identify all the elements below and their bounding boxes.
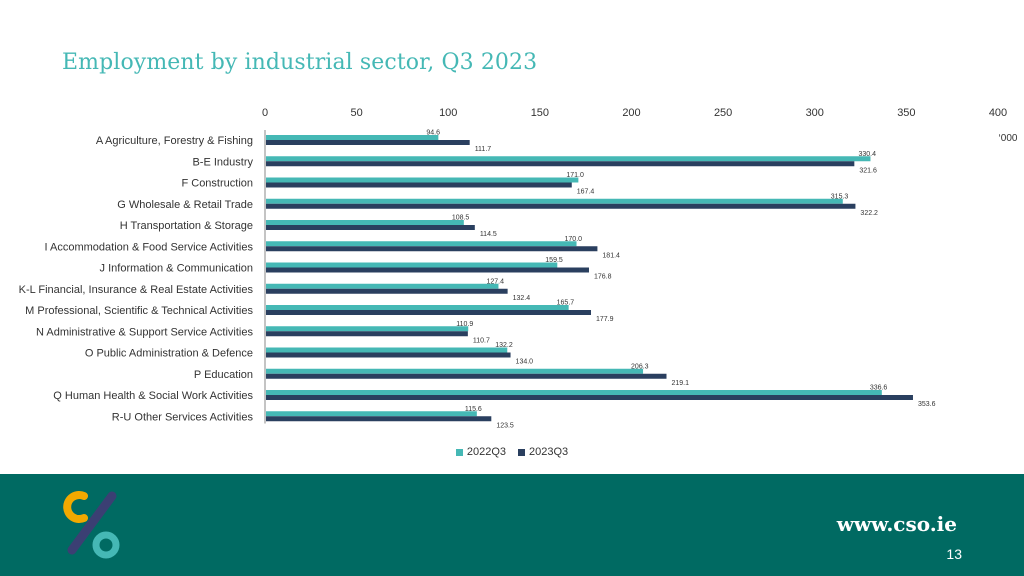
category-label: F Construction — [181, 178, 253, 190]
bar-2022q3 — [266, 347, 508, 353]
data-label: 114.5 — [480, 231, 497, 238]
bar-2023q3 — [266, 331, 468, 337]
bar-2022q3 — [266, 156, 871, 162]
category-label: M Professional, Scientific & Technical A… — [25, 305, 253, 317]
data-label: 336.6 — [870, 385, 888, 392]
category-label: B-E Industry — [192, 156, 253, 168]
legend: 2022Q3 2023Q3 — [0, 446, 1024, 458]
category-label: K-L Financial, Insurance & Real Estate A… — [19, 284, 254, 296]
data-label: 94.6 — [426, 130, 440, 137]
data-label: 110.7 — [473, 337, 490, 344]
bar-2022q3 — [266, 198, 843, 204]
bar-2023q3 — [266, 310, 592, 315]
data-label: 322.2 — [860, 210, 878, 217]
data-label: 167.4 — [577, 189, 595, 196]
data-label: 110.9 — [456, 321, 473, 328]
bar-2023q3 — [266, 373, 667, 379]
bar-2023q3 — [266, 267, 589, 273]
category-label: H Transportation & Storage — [120, 220, 253, 232]
bar-2023q3 — [266, 352, 511, 358]
bar-2022q3 — [266, 283, 499, 289]
cso-logo — [63, 491, 120, 559]
bar-2023q3 — [266, 416, 492, 422]
data-label: 177.9 — [596, 316, 614, 323]
x-tick-label: 0 — [262, 107, 268, 119]
data-label: 108.5 — [452, 215, 470, 222]
category-label: R-U Other Services Activities — [112, 411, 254, 423]
legend-label-2022q3: 2022Q3 — [466, 446, 506, 458]
category-label: P Education — [194, 369, 253, 381]
unit-label: ‘000 — [999, 133, 1018, 144]
category-label: G Wholesale & Retail Trade — [117, 199, 253, 211]
data-label: 181.4 — [602, 252, 620, 259]
bar-chart: 0 50 100 150 200 250 300 350 400 ‘000 A Agricultur… — [19, 107, 1018, 429]
bar-2023q3 — [266, 203, 856, 209]
legend-label-2023q3: 2023Q3 — [529, 446, 569, 458]
category-label: A Agriculture, Forestry & Fishing — [96, 135, 253, 147]
data-label: 315.3 — [831, 193, 849, 200]
data-label: 115.6 — [465, 406, 482, 413]
category-label: J Information & Communication — [100, 263, 253, 275]
website-link[interactable]: www.cso.ie — [836, 512, 957, 536]
data-label: 353.6 — [918, 401, 936, 408]
category-label: I Accommodation & Food Service Activitie… — [45, 241, 254, 253]
footer-band: www.cso.ie 13 — [0, 474, 1024, 576]
data-label: 111.7 — [475, 146, 492, 153]
data-label: 176.8 — [594, 274, 612, 281]
x-tick-label: 200 — [622, 107, 640, 119]
data-label: 219.1 — [672, 380, 690, 387]
data-label: 170.0 — [565, 236, 583, 243]
bar-2022q3 — [266, 220, 464, 225]
bar-2022q3 — [266, 411, 477, 417]
bar-2023q3 — [266, 395, 913, 400]
x-tick-label: 400 — [989, 107, 1007, 119]
bar-2023q3 — [266, 225, 475, 230]
data-label: 159.5 — [545, 257, 563, 264]
data-label: 171.0 — [566, 172, 584, 179]
x-tick-label: 150 — [531, 107, 549, 119]
data-label: 132.2 — [495, 342, 513, 349]
data-label: 127.4 — [486, 278, 504, 285]
bar-2022q3 — [266, 135, 439, 140]
bar-2023q3 — [266, 161, 855, 167]
bar-2022q3 — [266, 390, 882, 395]
legend-swatch-2022q3 — [455, 448, 463, 456]
page-number: 13 — [946, 546, 962, 562]
legend-item-2023q3: 2023Q3 — [518, 446, 568, 458]
data-label: 321.6 — [859, 167, 877, 174]
bar-2022q3 — [266, 262, 558, 268]
x-tick-label: 50 — [351, 107, 363, 119]
data-label: 206.3 — [631, 363, 649, 370]
bar-2023q3 — [266, 246, 598, 252]
legend-swatch-2023q3 — [518, 448, 525, 456]
data-label: 123.5 — [496, 422, 514, 429]
bar-2023q3 — [266, 140, 470, 145]
category-label: Q Human Health & Social Work Activities — [53, 390, 253, 402]
x-tick-label: 300 — [806, 107, 824, 119]
x-tick-label: 100 — [439, 107, 457, 119]
data-label: 132.4 — [513, 295, 531, 302]
data-label: 165.7 — [557, 300, 575, 307]
chart-title: Employment by industrial sector, Q3 2023 — [62, 50, 538, 75]
x-tick-label: 350 — [897, 107, 915, 119]
bar-2023q3 — [266, 182, 572, 188]
legend-item-2022q3: 2022Q3 — [455, 446, 506, 458]
bar-2022q3 — [266, 177, 579, 183]
bar-2022q3 — [266, 305, 569, 310]
data-label: 330.4 — [858, 151, 876, 158]
data-label: 134.0 — [516, 359, 534, 366]
bar-2022q3 — [266, 326, 469, 332]
category-label: N Administrative & Support Service Activ… — [36, 326, 254, 338]
category-label: O Public Administration & Defence — [85, 348, 253, 360]
bar-2022q3 — [266, 368, 644, 374]
x-tick-label: 250 — [714, 107, 732, 119]
bar-2023q3 — [266, 288, 508, 294]
bar-2022q3 — [266, 241, 577, 247]
